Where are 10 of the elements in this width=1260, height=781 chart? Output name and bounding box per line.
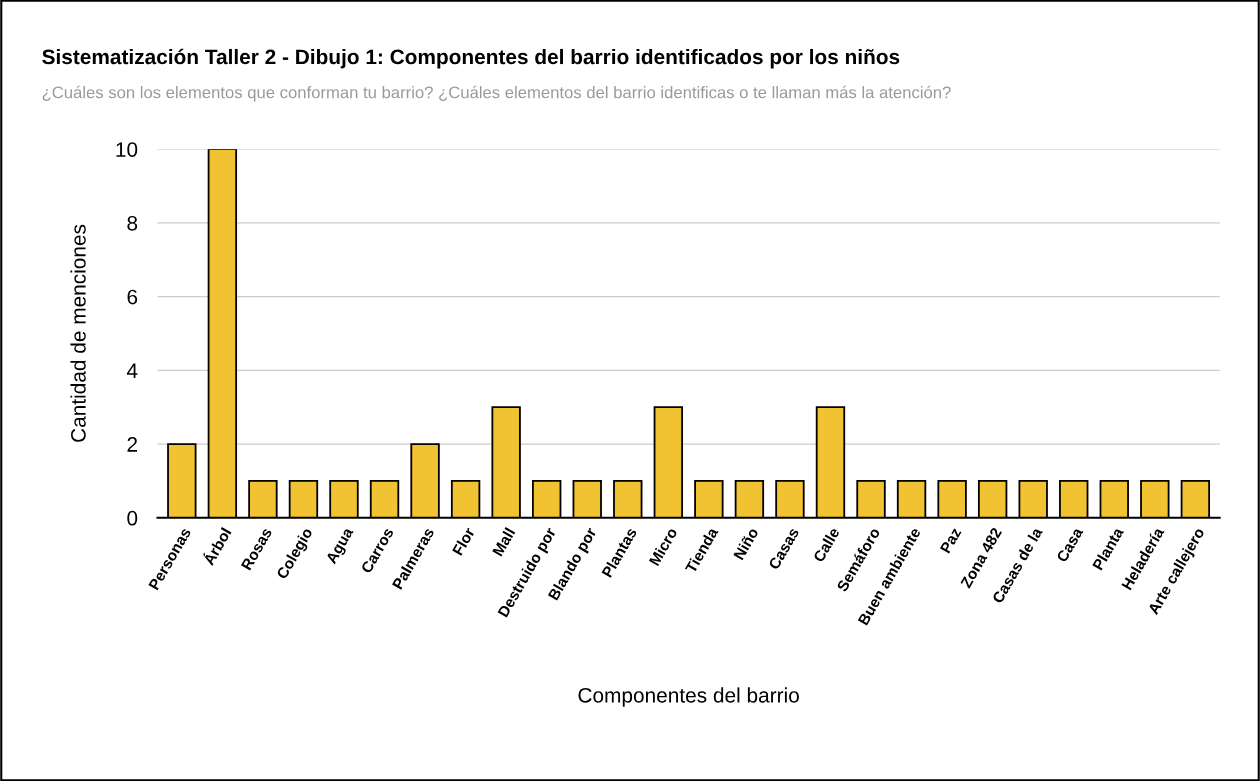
x-axis-title: Componentes del barrio xyxy=(578,687,799,707)
y-tick-label: 2 xyxy=(127,437,138,452)
y-tick-label: 8 xyxy=(127,215,138,231)
y-tick-label: 10 xyxy=(116,142,138,157)
chart-title: Sistematización Taller 2 - Dibujo 1: Componentes del barrio identificados por los niños xyxy=(42,48,900,69)
y-tick-label: 4 xyxy=(126,363,138,378)
y-axis-title: Cantidad de menciones xyxy=(70,224,86,442)
y-tick-label: 6 xyxy=(127,289,138,305)
chart-subtitle: ¿Cuáles son los elementos que conforman tu barrio? ¿Cuáles elementos del barrio identificas o te llaman más la atención? xyxy=(42,85,951,102)
y-tick-label: 0 xyxy=(127,510,138,526)
